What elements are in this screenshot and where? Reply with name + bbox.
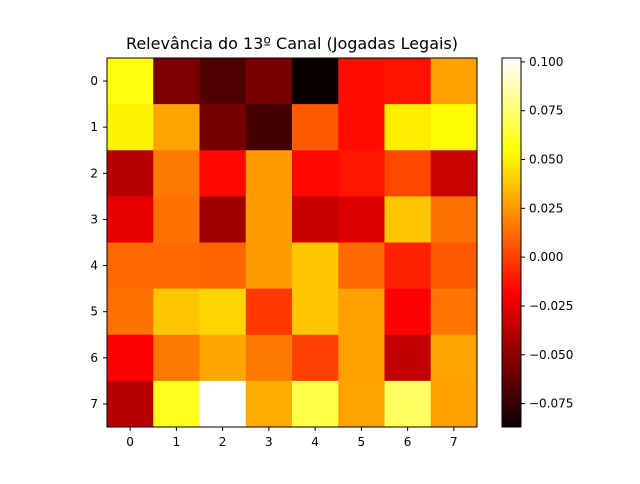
heatmap-cell xyxy=(107,334,154,382)
heatmap-cell xyxy=(107,58,154,105)
heatmap-cell xyxy=(430,288,478,336)
colorbar-tick-label: 0.050 xyxy=(529,153,563,167)
y-tick-label: 3 xyxy=(90,212,98,226)
heatmap-cell xyxy=(245,104,293,151)
colorbar-tick-label: 0.000 xyxy=(529,250,563,264)
heatmap-cell xyxy=(245,58,293,105)
heatmap-cell xyxy=(384,380,432,428)
y-tick-label: 2 xyxy=(90,166,98,180)
heatmap-cell xyxy=(199,288,247,336)
x-tick-label: 7 xyxy=(450,435,458,449)
heatmap-cell xyxy=(430,104,478,151)
heatmap-cell xyxy=(107,380,154,428)
heatmap-cell xyxy=(107,150,154,197)
heatmap-cell xyxy=(199,104,247,151)
x-tick-label: 5 xyxy=(358,435,366,449)
heatmap-cell xyxy=(245,380,293,428)
colorbar-tick-label: −0.075 xyxy=(529,397,573,411)
x-axis: 0 1 2 3 4 5 6 7 xyxy=(126,427,458,449)
colorbar xyxy=(501,57,522,428)
colorbar-tick-label: 0.100 xyxy=(529,55,563,69)
x-tick-label: 6 xyxy=(404,435,412,449)
heatmap-cell xyxy=(292,58,339,105)
heatmap-cell xyxy=(338,150,385,197)
heatmap-cell xyxy=(430,58,478,105)
heatmap-cell xyxy=(338,242,385,290)
heatmap-cell xyxy=(107,104,154,151)
heatmap-cell xyxy=(292,196,339,244)
heatmap-cell xyxy=(199,334,247,382)
x-tick-label: 0 xyxy=(126,435,134,449)
heatmap-cell xyxy=(107,242,154,290)
heatmap-cell xyxy=(338,334,385,382)
heatmap-cell xyxy=(384,242,432,290)
y-tick-label: 4 xyxy=(90,259,98,273)
heatmap-cell xyxy=(245,242,293,290)
heatmap-cell xyxy=(153,334,200,382)
colorbar-tick-label: −0.025 xyxy=(529,299,573,313)
chart-title: Relevância do 13º Canal (Jogadas Legais) xyxy=(126,34,458,53)
x-tick-label: 1 xyxy=(173,435,181,449)
heatmap-cell xyxy=(153,288,200,336)
heatmap-cell xyxy=(199,380,247,428)
heatmap-cell xyxy=(107,288,154,336)
heatmap-cell xyxy=(430,380,478,428)
heatmap-cell xyxy=(199,150,247,197)
heatmap-frame xyxy=(106,57,478,428)
heatmap-cell xyxy=(430,334,478,382)
heatmap-cell xyxy=(384,334,432,382)
y-tick-label: 5 xyxy=(90,305,98,319)
heatmap-cell xyxy=(338,288,385,336)
heatmap-cell xyxy=(292,380,339,428)
heatmap-cell xyxy=(384,58,432,105)
heatmap-cell xyxy=(292,104,339,151)
y-tick-label: 0 xyxy=(90,74,98,88)
heatmap-cell xyxy=(338,196,385,244)
heatmap-cell xyxy=(292,242,339,290)
heatmap-cell xyxy=(153,196,200,244)
heatmap-cells xyxy=(107,58,478,428)
heatmap-cell xyxy=(153,150,200,197)
heatmap-cell xyxy=(153,104,200,151)
heatmap-cell xyxy=(292,150,339,197)
heatmap-cell xyxy=(384,150,432,197)
heatmap-cell xyxy=(338,380,385,428)
heatmap-cell xyxy=(153,242,200,290)
heatmap-cell xyxy=(245,150,293,197)
heatmap-cell xyxy=(292,334,339,382)
heatmap-cell xyxy=(430,150,478,197)
y-axis: 0 1 2 3 4 5 6 7 xyxy=(90,74,107,411)
heatmap-cell xyxy=(199,196,247,244)
colorbar-tick-label: 0.075 xyxy=(529,104,563,118)
heatmap-cell xyxy=(199,242,247,290)
heatmap-cell xyxy=(430,196,478,244)
y-tick-label: 7 xyxy=(90,397,98,411)
heatmap-cell xyxy=(384,104,432,151)
heatmap-cell xyxy=(199,58,247,105)
x-tick-label: 4 xyxy=(311,435,319,449)
heatmap-cell xyxy=(338,104,385,151)
y-tick-label: 1 xyxy=(90,120,98,134)
heatmap-cell xyxy=(107,196,154,244)
heatmap-cell xyxy=(338,58,385,105)
heatmap-cell xyxy=(384,196,432,244)
colorbar-ticks: 0.100 0.075 0.050 0.025 0.000 −0.025 −0.050 −0.… xyxy=(521,55,573,411)
heatmap-cell xyxy=(292,288,339,336)
heatmap-cell xyxy=(430,242,478,290)
colorbar-tick-label: 0.025 xyxy=(529,201,563,215)
colorbar-tick-label: −0.050 xyxy=(529,348,573,362)
heatmap-cell xyxy=(384,288,432,336)
x-tick-label: 2 xyxy=(219,435,227,449)
y-tick-label: 6 xyxy=(90,351,98,365)
heatmap-cell xyxy=(245,288,293,336)
heatmap-cell xyxy=(153,58,200,105)
heatmap-cell xyxy=(245,196,293,244)
heatmap-cell xyxy=(245,334,293,382)
x-tick-label: 3 xyxy=(265,435,273,449)
heatmap-cell xyxy=(153,380,200,428)
